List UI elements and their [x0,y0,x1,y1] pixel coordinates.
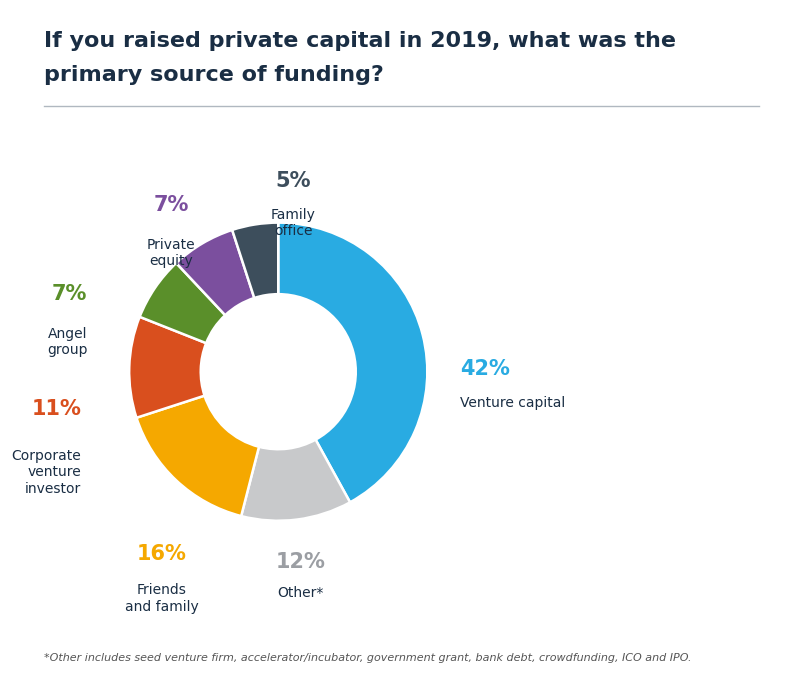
Text: Other*: Other* [277,587,324,600]
Text: Corporate
venture
investor: Corporate venture investor [12,449,81,496]
Text: 11%: 11% [32,399,81,419]
Text: 12%: 12% [276,552,325,572]
Text: Private
equity: Private equity [146,237,196,268]
Wedge shape [129,317,206,418]
Text: Friends
and family: Friends and family [125,583,199,614]
Wedge shape [137,396,259,516]
Text: Angel
group: Angel group [47,327,87,357]
Text: 5%: 5% [275,171,311,191]
Text: primary source of funding?: primary source of funding? [44,65,384,85]
Text: 16%: 16% [137,544,187,563]
Text: *Other includes seed venture firm, accelerator/incubator, government grant, bank: *Other includes seed venture firm, accel… [44,653,691,663]
Wedge shape [232,222,278,298]
Text: 7%: 7% [153,195,188,215]
Wedge shape [278,222,427,503]
Wedge shape [140,263,225,343]
Wedge shape [241,440,350,521]
Text: If you raised private capital in 2019, what was the: If you raised private capital in 2019, w… [44,31,676,50]
Text: Venture capital: Venture capital [460,396,565,409]
Wedge shape [176,230,254,315]
Text: 7%: 7% [52,284,87,304]
Text: Family
office: Family office [271,208,316,238]
Text: 42%: 42% [460,359,510,379]
